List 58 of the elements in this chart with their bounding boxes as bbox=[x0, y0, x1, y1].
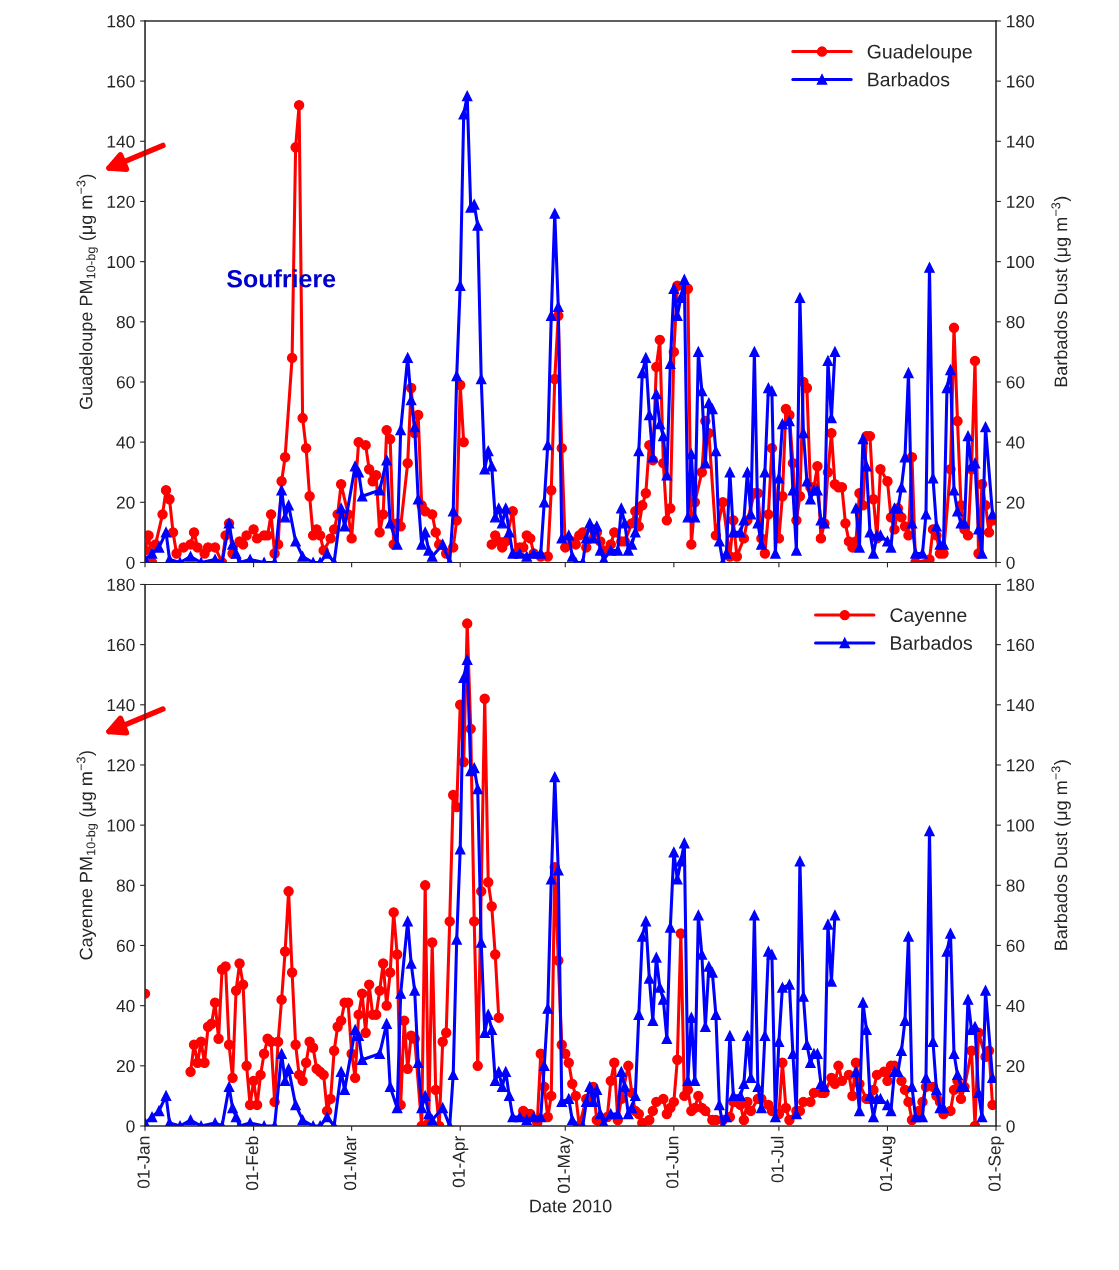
y-tick-label: 100 bbox=[107, 819, 135, 832]
y2-axis-title: Barbados Dust (μg m$^{−3}$) bbox=[1051, 760, 1071, 950]
y-tick-label: 40 bbox=[116, 999, 135, 1013]
y2-tick-label: 180 bbox=[1007, 15, 1035, 28]
legend-label: Guadeloupe bbox=[867, 44, 972, 63]
y-tick-label: 80 bbox=[116, 879, 135, 892]
y-tick-label: 140 bbox=[107, 135, 135, 148]
x-tick-label: 01-Sep bbox=[988, 1136, 1005, 1191]
x-tick-label: 01-Jun bbox=[666, 1136, 679, 1189]
y2-axis-title: Barbados Dust (μg m$^{−3}$) bbox=[1051, 196, 1071, 387]
x-tick-label: 01-Mar bbox=[344, 1135, 357, 1191]
x-tick-label: 01-May bbox=[557, 1135, 574, 1193]
y2-tick-label: 40 bbox=[1006, 436, 1025, 449]
y2-tick-label: 80 bbox=[1006, 315, 1025, 329]
x-tick-label: 01-Jul bbox=[770, 1136, 784, 1183]
legend-label: Cayenne bbox=[890, 608, 967, 626]
x-tick-label: 01-Feb bbox=[245, 1136, 259, 1191]
y-tick-label: 180 bbox=[107, 578, 135, 591]
y-tick-label: 20 bbox=[116, 1059, 135, 1073]
y-tick-label: 120 bbox=[107, 759, 135, 772]
y2-tick-label: 100 bbox=[1007, 819, 1035, 832]
x-tick-label: 01-Aug bbox=[879, 1136, 896, 1191]
legend-label: Barbados bbox=[891, 635, 972, 650]
y2-tick-label: 100 bbox=[1007, 255, 1035, 269]
y2-tick-label: 60 bbox=[1006, 376, 1025, 389]
y-tick-label: 140 bbox=[107, 698, 135, 712]
y-axis-title: Guadeloupe PM$_{10-bg}$ (μg m$^{−3}$) bbox=[76, 174, 98, 410]
y2-tick-label: 160 bbox=[1007, 75, 1035, 88]
y-tick-label: 120 bbox=[107, 195, 135, 208]
y2-tick-label: 20 bbox=[1006, 1059, 1025, 1073]
y-tick-label: 20 bbox=[116, 496, 135, 509]
y2-tick-label: 0 bbox=[1006, 556, 1015, 569]
y-tick-label: 180 bbox=[107, 15, 135, 28]
y2-tick-label: 60 bbox=[1006, 939, 1025, 952]
x-tick-label: 01-Apr bbox=[452, 1135, 469, 1188]
y2-tick-label: 120 bbox=[1007, 759, 1035, 772]
y2-tick-label: 40 bbox=[1006, 999, 1025, 1013]
y-tick-label: 40 bbox=[116, 436, 135, 449]
x-tick-label: 01-Jan bbox=[137, 1136, 150, 1189]
y-tick-label: 60 bbox=[116, 376, 135, 389]
y-tick-label: 80 bbox=[116, 315, 135, 329]
y2-tick-label: 140 bbox=[1007, 698, 1035, 712]
legend-label: Barbados bbox=[868, 72, 950, 87]
y2-tick-label: 80 bbox=[1006, 879, 1025, 892]
y-tick-label: 0 bbox=[126, 1120, 135, 1133]
x-axis-title: Date 2010 bbox=[530, 1199, 612, 1213]
y2-tick-label: 140 bbox=[1007, 135, 1035, 148]
y2-tick-label: 120 bbox=[1007, 195, 1035, 208]
y2-tick-label: 0 bbox=[1006, 1120, 1015, 1133]
y2-tick-label: 20 bbox=[1006, 496, 1025, 509]
y-tick-label: 160 bbox=[107, 75, 135, 88]
y2-tick-label: 180 bbox=[1007, 578, 1035, 591]
y-axis-title: Cayenne PM$_{10-bg}$ (μg m$^{−3}$) bbox=[76, 751, 98, 960]
y-tick-label: 100 bbox=[107, 255, 135, 269]
y-tick-label: 160 bbox=[107, 638, 135, 652]
y-tick-label: 60 bbox=[116, 939, 135, 952]
y2-tick-label: 160 bbox=[1007, 638, 1035, 652]
y-tick-label: 0 bbox=[126, 556, 135, 569]
